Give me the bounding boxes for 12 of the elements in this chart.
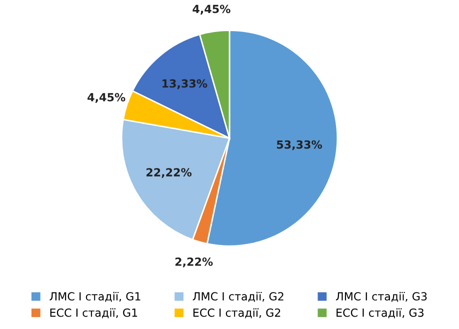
legend-label: ЛМС І стадії, G1 [50,292,140,302]
legend-label: ЛМС І стадії, G3 [336,292,427,302]
data-label: 13,33% [162,79,208,90]
data-label: 22,22% [146,168,192,178]
data-label: 53,33% [276,140,322,150]
data-label: 4,45% [192,4,230,15]
data-label: 2,22% [175,257,213,268]
legend-label: ЕСС І стадії, G1 [50,308,138,318]
legend-label: ЕСС І стадії, G3 [336,308,424,318]
data-label: 4,45% [88,93,126,103]
legend-label: ЕСС І стадії, G2 [193,308,280,318]
legend-label: ЛМС І стадії, G2 [192,292,284,302]
